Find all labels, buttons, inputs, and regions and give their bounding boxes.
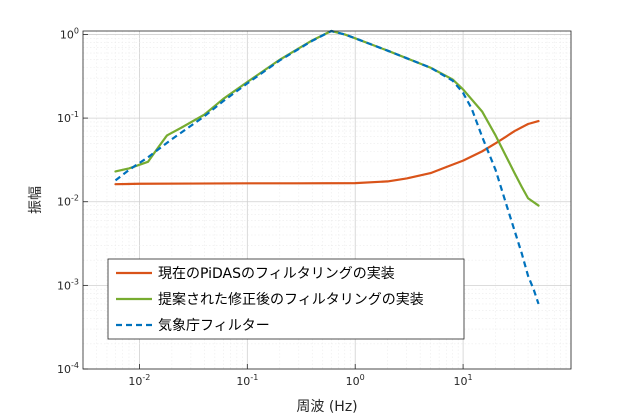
x-tick-label: 10-1 <box>236 373 258 388</box>
plot-frame <box>82 30 572 370</box>
y-tick-label: 10-2 <box>57 194 79 209</box>
legend-entry-3: 気象庁フィルター <box>158 318 270 334</box>
legend: 現在のPiDASのフィルタリングの実装提案された修正後のフィルタリングの実装気象… <box>107 258 465 340</box>
y-axis-label: 振幅 <box>28 186 44 214</box>
x-tick-label: 10-2 <box>128 373 150 388</box>
ticks: 10-2 10-1 100 101 10-4 10-3 10-2 10-1 100 <box>57 26 473 388</box>
x-tick-label: 101 <box>454 373 473 388</box>
y-tick-label: 10-4 <box>57 361 79 376</box>
legend-entry-1: 現在のPiDASのフィルタリングの実装 <box>158 266 395 282</box>
legend-entry-2: 提案された修正後のフィルタリングの実装 <box>158 291 424 308</box>
x-tick-label: 100 <box>346 373 365 388</box>
y-tick-label: 10-1 <box>57 110 79 125</box>
x-axis-label: 周波 (Hz) <box>296 399 357 415</box>
series-line-2 <box>114 29 540 207</box>
y-tick-label: 100 <box>60 26 79 41</box>
y-tick-label: 10-3 <box>57 277 79 292</box>
legend-box <box>107 258 465 340</box>
series-lines <box>114 29 540 305</box>
series-line-3 <box>114 29 540 305</box>
series-line-1 <box>114 120 540 186</box>
